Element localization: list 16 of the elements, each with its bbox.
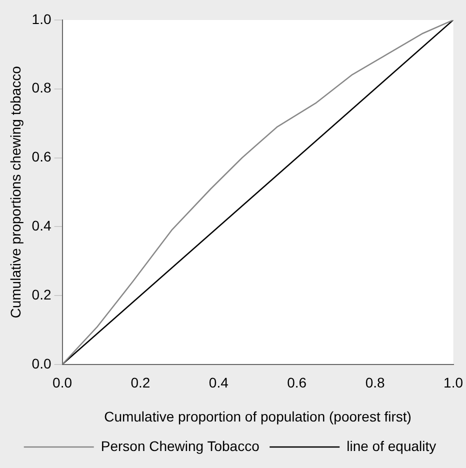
x-tick-label: 0.0 [52, 374, 72, 391]
y-axis-title: Cumulative proportions chewing tobacco [7, 66, 24, 318]
x-tick-label: 0.8 [365, 374, 386, 391]
x-tick-label: 0.2 [130, 374, 150, 391]
x-axis-title: Cumulative proportion of population (poorest first) [104, 408, 412, 424]
y-tick-label: 1.0 [32, 10, 52, 27]
legend-label: line of equality [346, 438, 436, 454]
y-tick-label: 0.8 [32, 80, 52, 96]
y-tick-label: 0.4 [32, 218, 52, 234]
legend-label: Person Chewing Tobacco [100, 438, 260, 454]
y-tick-label: 0.6 [32, 148, 52, 165]
x-tick-label: 0.4 [208, 374, 229, 391]
x-tick-label: 1.0 [444, 374, 464, 391]
x-tick-label: 0.6 [287, 374, 307, 391]
y-tick-label: 0.0 [32, 355, 52, 372]
y-tick-label: 0.2 [32, 286, 52, 302]
